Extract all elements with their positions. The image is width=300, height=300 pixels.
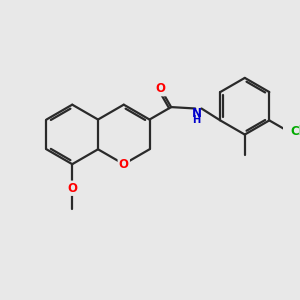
Text: N: N	[192, 107, 202, 120]
Text: Cl: Cl	[290, 125, 300, 138]
Text: O: O	[155, 82, 166, 95]
Text: O: O	[119, 158, 129, 171]
Text: H: H	[193, 116, 201, 125]
Text: O: O	[67, 182, 77, 195]
